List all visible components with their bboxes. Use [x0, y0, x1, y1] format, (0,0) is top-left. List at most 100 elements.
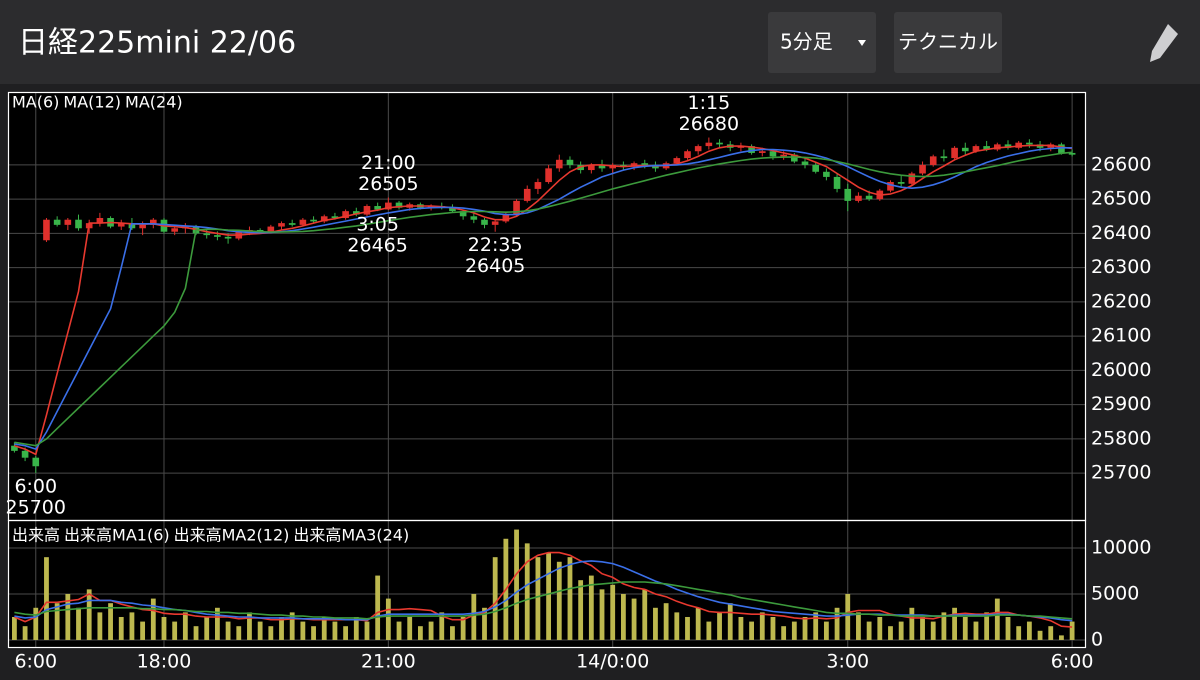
candle-body	[812, 164, 820, 172]
volume-bar	[257, 621, 263, 640]
volume-bar	[439, 612, 445, 640]
volume-bar	[1016, 626, 1022, 640]
candle-body	[555, 159, 563, 169]
volume-bar	[588, 575, 594, 640]
candle-body	[363, 206, 371, 215]
volume-bar	[791, 621, 797, 640]
candle-body	[1058, 144, 1065, 153]
technical-button[interactable]: テクニカル	[894, 12, 1002, 73]
technical-label: テクニカル	[898, 30, 998, 54]
volume-bar	[909, 607, 915, 640]
candle-body	[117, 223, 125, 227]
candle-body	[694, 146, 702, 152]
edit-icon[interactable]	[1150, 24, 1178, 62]
y-tick-label: 25800	[1091, 427, 1151, 449]
volume-bar	[856, 612, 861, 640]
volume-bar	[1005, 616, 1011, 640]
candle-body	[673, 158, 681, 164]
ma-line	[14, 144, 1073, 456]
volume-bar	[973, 621, 979, 640]
volume-bar	[1037, 630, 1043, 640]
y-tick-label: 10000	[1091, 536, 1151, 558]
volume-panel-border	[7, 519, 1087, 649]
annotation-value: 25700	[6, 497, 66, 519]
candle-body	[96, 218, 104, 224]
y-tick-label: 26600	[1091, 153, 1151, 175]
volume-bar	[385, 598, 391, 640]
volume-bar	[268, 626, 274, 640]
candle-body	[352, 211, 360, 215]
candle-body	[449, 207, 456, 212]
y-tick-label: 26300	[1091, 256, 1151, 278]
annotation-time: 21:00	[361, 152, 416, 174]
candle-body	[545, 168, 552, 183]
volume-bar	[685, 616, 690, 640]
volume-bar	[417, 626, 423, 640]
volume-bar	[1026, 621, 1032, 640]
candle-body	[1026, 142, 1033, 145]
interval-button[interactable]: 5分足	[768, 12, 876, 73]
legend-entry: 出来高MA2(12)	[174, 526, 290, 545]
volume-bar	[770, 616, 776, 640]
marks	[11, 137, 1076, 640]
candle-body	[171, 228, 178, 232]
legend-entry: 出来高	[12, 526, 60, 545]
volume-bar	[460, 616, 466, 640]
x-tick-label: 6:00	[1051, 651, 1094, 673]
candle-body	[149, 219, 157, 225]
volume-bar	[1069, 621, 1075, 640]
volume-bar	[279, 616, 284, 640]
volume-bar	[674, 612, 680, 640]
y-tick-label: 26200	[1091, 290, 1151, 312]
volume-bar	[22, 626, 28, 640]
candle-body	[1004, 144, 1012, 148]
volume-bar	[118, 616, 124, 640]
volume-bar	[567, 557, 573, 640]
annotation-time: 3:05	[356, 214, 399, 236]
candle-body	[908, 173, 916, 184]
volume-bar	[86, 589, 92, 640]
y-tick-label: 5000	[1091, 582, 1139, 604]
volume-bar	[214, 607, 220, 640]
volume-bar	[353, 616, 359, 640]
candle-body	[951, 147, 958, 159]
candle-body	[705, 142, 713, 147]
volume-bar	[54, 603, 60, 640]
volume-bar	[802, 616, 808, 640]
candle-body	[523, 188, 531, 201]
candle-body	[758, 151, 766, 153]
volume-bar	[375, 575, 381, 640]
candle-body	[395, 202, 403, 208]
volume-bar	[898, 621, 904, 640]
y-tick-label: 25700	[1091, 462, 1151, 484]
volume-bar	[663, 603, 669, 640]
ma-line	[14, 581, 1073, 620]
volume-bar	[492, 557, 498, 640]
ma-line	[14, 147, 1073, 451]
candle-body	[288, 223, 296, 225]
volume-bar	[653, 607, 658, 640]
volume-bar	[33, 607, 39, 640]
volume-bar	[599, 589, 605, 640]
volume-bar	[781, 626, 787, 640]
volume-bar	[727, 603, 733, 640]
volume-bar	[150, 598, 156, 640]
candle-body	[139, 224, 146, 229]
volume-bar	[877, 616, 883, 640]
y-tick-label: 26500	[1091, 188, 1151, 210]
labels: 6:00 18:00 21:00 14/0:00 3:00 6:0025700258002…	[6, 92, 1152, 672]
x-tick-label: 3:00	[826, 651, 869, 673]
candle-body	[684, 151, 691, 159]
volume-bar	[920, 616, 925, 640]
candle-body	[491, 221, 499, 225]
candle-body	[961, 147, 969, 152]
candle-body	[791, 154, 798, 162]
candle-body	[716, 142, 723, 145]
volume-bar	[1048, 626, 1054, 640]
volume-bar	[717, 612, 722, 640]
volume-bar	[759, 612, 765, 640]
volume-bar	[65, 593, 71, 640]
candle-body	[801, 161, 809, 165]
volume-bar	[289, 612, 295, 640]
